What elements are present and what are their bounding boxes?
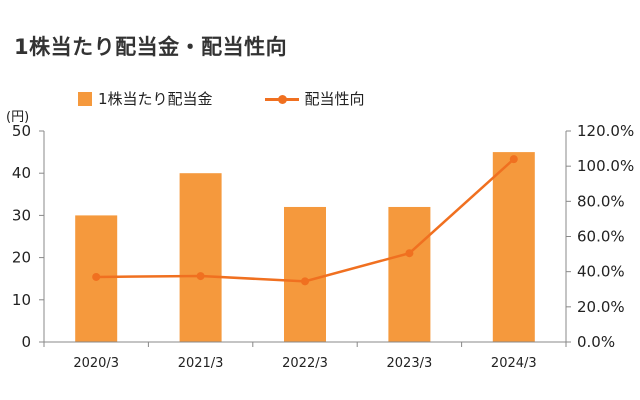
- right-tick-label: 40.0%: [577, 263, 625, 281]
- payout-point-2021-3: [196, 272, 205, 281]
- left-tick-label: 10: [12, 291, 31, 309]
- bar-2024-3: [492, 152, 535, 342]
- right-tick-label: 80.0%: [577, 192, 625, 210]
- legend-swatch-line: [264, 92, 299, 106]
- legend-label-payout: 配当性向: [304, 90, 365, 108]
- right-tick-label: 0.0%: [577, 333, 615, 351]
- legend-swatch-bar: [78, 91, 92, 106]
- x-tick-label: 2024/3: [491, 356, 537, 371]
- chart-title: 1株当たり配当金・配当性向: [14, 35, 288, 59]
- bar-2023-3: [388, 206, 431, 342]
- payout-point-2022-3: [301, 277, 309, 286]
- chart-legend: 1株当たり配当金 配当性向: [78, 88, 417, 109]
- legend-label-dividend: 1株当たり配当金: [98, 90, 213, 108]
- right-tick-label: 120.0%: [577, 122, 634, 140]
- right-tick-label: 60.0%: [577, 228, 625, 246]
- payout-point-2024-3: [509, 155, 518, 164]
- legend-item-payout: 配当性向: [264, 88, 365, 109]
- x-tick-label: 2023/3: [387, 356, 433, 371]
- legend-item-dividend: 1株当たり配当金: [78, 88, 213, 109]
- x-tick-label: 2020/3: [73, 356, 119, 371]
- left-tick-label: 20: [12, 249, 31, 267]
- x-tick-label: 2022/3: [282, 356, 328, 371]
- payout-point-2020-3: [92, 272, 101, 281]
- left-tick-label: 40: [12, 164, 31, 182]
- bar-2022-3: [284, 206, 326, 342]
- left-tick-label: 50: [12, 122, 31, 140]
- left-tick-label: 0: [21, 333, 31, 351]
- left-tick-label: 30: [12, 206, 31, 224]
- x-tick-label: 2021/3: [178, 356, 224, 371]
- left-axis-unit: (円): [6, 110, 30, 125]
- payout-point-2023-3: [405, 249, 414, 258]
- bar-2021-3: [179, 173, 222, 342]
- right-tick-label: 20.0%: [577, 298, 625, 316]
- right-tick-label: 100.0%: [577, 157, 634, 175]
